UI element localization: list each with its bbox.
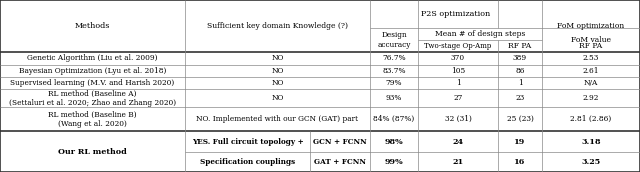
- Text: 84% (87%): 84% (87%): [373, 115, 415, 123]
- Text: 32 (31): 32 (31): [445, 115, 472, 123]
- Text: RF PA: RF PA: [508, 42, 532, 50]
- Text: Specification couplings: Specification couplings: [200, 158, 295, 166]
- Text: 2.53: 2.53: [583, 55, 599, 62]
- Text: YES. Full circuit topology +: YES. Full circuit topology +: [191, 137, 303, 146]
- Text: Design
accuracy: Design accuracy: [378, 31, 411, 49]
- Text: NO: NO: [271, 55, 284, 62]
- Text: 79%: 79%: [386, 79, 403, 87]
- Text: 389: 389: [513, 55, 527, 62]
- Text: FoM optimization: FoM optimization: [557, 22, 625, 30]
- Text: 370: 370: [451, 55, 465, 62]
- Text: RL method (Baseline B)
(Wang et al. 2020): RL method (Baseline B) (Wang et al. 2020…: [48, 110, 137, 128]
- Text: 27: 27: [453, 94, 463, 102]
- Text: RF PA: RF PA: [579, 42, 603, 50]
- Text: Our RL method: Our RL method: [58, 148, 127, 155]
- Text: 23: 23: [515, 94, 525, 102]
- Text: 19: 19: [515, 137, 525, 146]
- Text: 76.7%: 76.7%: [382, 55, 406, 62]
- Text: GAT + FCNN: GAT + FCNN: [314, 158, 366, 166]
- Text: Two-stage Op-Amp: Two-stage Op-Amp: [424, 42, 492, 50]
- Text: 105: 105: [451, 67, 465, 75]
- Text: 2.92: 2.92: [583, 94, 599, 102]
- Text: Bayesian Optimization (Lyu et al. 2018): Bayesian Optimization (Lyu et al. 2018): [19, 67, 166, 75]
- Text: NO. Implemented with our GCN (GAT) part: NO. Implemented with our GCN (GAT) part: [196, 115, 358, 123]
- Text: 2.61: 2.61: [583, 67, 599, 75]
- Text: 3.18: 3.18: [581, 137, 601, 146]
- Text: 25 (23): 25 (23): [507, 115, 533, 123]
- Text: 83.7%: 83.7%: [382, 67, 406, 75]
- Text: 93%: 93%: [386, 94, 402, 102]
- Text: NO: NO: [271, 67, 284, 75]
- Text: 3.25: 3.25: [581, 158, 600, 166]
- Text: Supervised learning (M.V. and Harish 2020): Supervised learning (M.V. and Harish 202…: [10, 79, 175, 87]
- Text: Sufficient key domain Knowledge (?): Sufficient key domain Knowledge (?): [207, 22, 348, 30]
- Text: NO: NO: [271, 94, 284, 102]
- Text: 1: 1: [518, 79, 522, 87]
- Text: FoM value: FoM value: [571, 36, 611, 44]
- Text: 16: 16: [515, 158, 525, 166]
- Text: GCN + FCNN: GCN + FCNN: [313, 137, 367, 146]
- Text: 21: 21: [452, 158, 463, 166]
- Text: N/A: N/A: [584, 79, 598, 87]
- Text: 24: 24: [452, 137, 463, 146]
- Text: Methods: Methods: [75, 22, 110, 30]
- Text: Genetic Algorithm (Liu et al. 2009): Genetic Algorithm (Liu et al. 2009): [28, 55, 157, 62]
- Text: 99%: 99%: [385, 158, 403, 166]
- Text: Mean # of design steps: Mean # of design steps: [435, 30, 525, 38]
- Text: RL method (Baseline A)
(Settaluri et al. 2020; Zhao and Zhang 2020): RL method (Baseline A) (Settaluri et al.…: [9, 89, 176, 107]
- Text: 86: 86: [515, 67, 525, 75]
- Text: NO: NO: [271, 79, 284, 87]
- Text: P2S optimization: P2S optimization: [421, 10, 491, 18]
- Text: 1: 1: [456, 79, 460, 87]
- Text: 2.81 (2.86): 2.81 (2.86): [570, 115, 612, 123]
- Text: 98%: 98%: [385, 137, 403, 146]
